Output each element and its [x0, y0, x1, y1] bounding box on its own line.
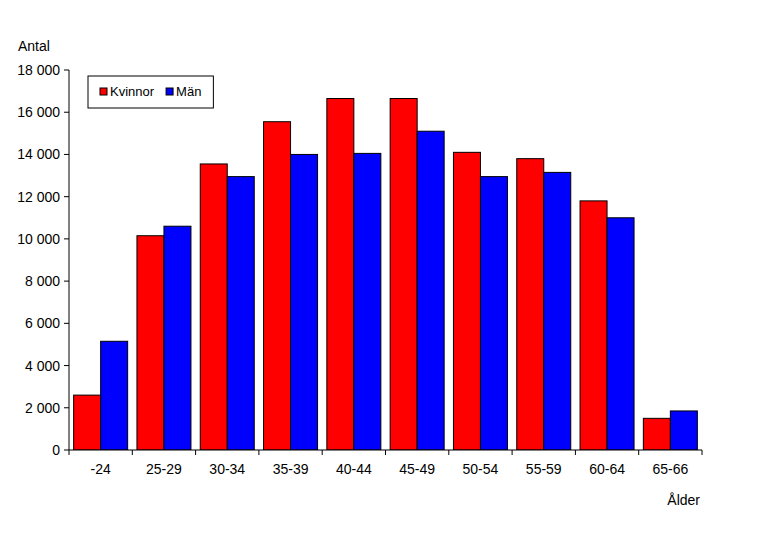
y-axis — [69, 70, 70, 450]
x-tick — [448, 450, 449, 455]
y-tick — [64, 70, 69, 71]
x-tick — [69, 450, 70, 455]
y-tick — [64, 281, 69, 282]
x-tick-label: -24 — [91, 461, 111, 477]
bar — [390, 99, 417, 451]
x-tick — [195, 450, 196, 455]
x-axis-title: Ålder — [667, 492, 700, 508]
legend-box — [88, 76, 213, 108]
y-tick — [64, 112, 69, 113]
bar — [354, 153, 381, 450]
y-tick — [64, 450, 69, 451]
x-tick — [132, 450, 133, 455]
x-tick — [702, 450, 703, 455]
y-tick-label: 18 000 — [17, 62, 60, 78]
bar — [227, 177, 254, 450]
x-tick-label: 25-29 — [146, 461, 182, 477]
x-tick-label: 65-66 — [652, 461, 688, 477]
bar — [670, 411, 697, 450]
bar — [74, 395, 101, 450]
x-tick-label: 40-44 — [336, 461, 372, 477]
bar — [643, 418, 670, 450]
x-tick-label: 55-59 — [526, 461, 562, 477]
legend-swatch — [166, 88, 173, 95]
bar — [264, 122, 291, 450]
bar — [137, 236, 164, 450]
y-tick — [64, 365, 69, 366]
x-tick — [638, 450, 639, 455]
legend: Kvinnor Män — [88, 76, 213, 108]
y-tick-label: 2 000 — [25, 400, 60, 416]
y-tick-label: 6 000 — [25, 315, 60, 331]
bar — [327, 99, 354, 451]
bar — [480, 177, 507, 450]
y-tick — [64, 407, 69, 408]
x-tick-label: 60-64 — [589, 461, 625, 477]
y-tick-label: 14 000 — [17, 146, 60, 162]
chart: 0 2 000 4 000 6 000 8 000 10 000 12 000 14 000 1… — [0, 0, 757, 544]
bar — [101, 341, 128, 450]
bar — [417, 131, 444, 450]
bar — [453, 152, 480, 450]
bar — [580, 201, 607, 450]
x-tick — [385, 450, 386, 455]
bar — [517, 159, 544, 450]
bars — [74, 99, 698, 451]
y-tick — [64, 238, 69, 239]
bar — [607, 218, 634, 450]
legend-label: Kvinnor — [110, 84, 155, 99]
bar — [544, 172, 571, 450]
x-tick-label: 50-54 — [463, 461, 499, 477]
x-tick-label: 45-49 — [399, 461, 435, 477]
y-tick — [64, 196, 69, 197]
x-tick — [512, 450, 513, 455]
x-tick-label: 35-39 — [273, 461, 309, 477]
bar — [164, 226, 191, 450]
x-tick — [575, 450, 576, 455]
y-tick-label: 10 000 — [17, 231, 60, 247]
legend-swatch — [100, 88, 107, 95]
y-tick-label: 0 — [52, 442, 60, 458]
y-tick-label: 4 000 — [25, 358, 60, 374]
x-tick — [258, 450, 259, 455]
legend-label: Män — [176, 84, 201, 99]
bar — [291, 154, 318, 450]
y-axis-title: Antal — [18, 38, 50, 54]
y-tick — [64, 154, 69, 155]
y-tick-label: 8 000 — [25, 273, 60, 289]
x-tick-label: 30-34 — [209, 461, 245, 477]
y-tick-label: 16 000 — [17, 104, 60, 120]
y-tick — [64, 323, 69, 324]
y-tick-label: 12 000 — [17, 189, 60, 205]
bar — [200, 164, 227, 450]
x-tick — [322, 450, 323, 455]
